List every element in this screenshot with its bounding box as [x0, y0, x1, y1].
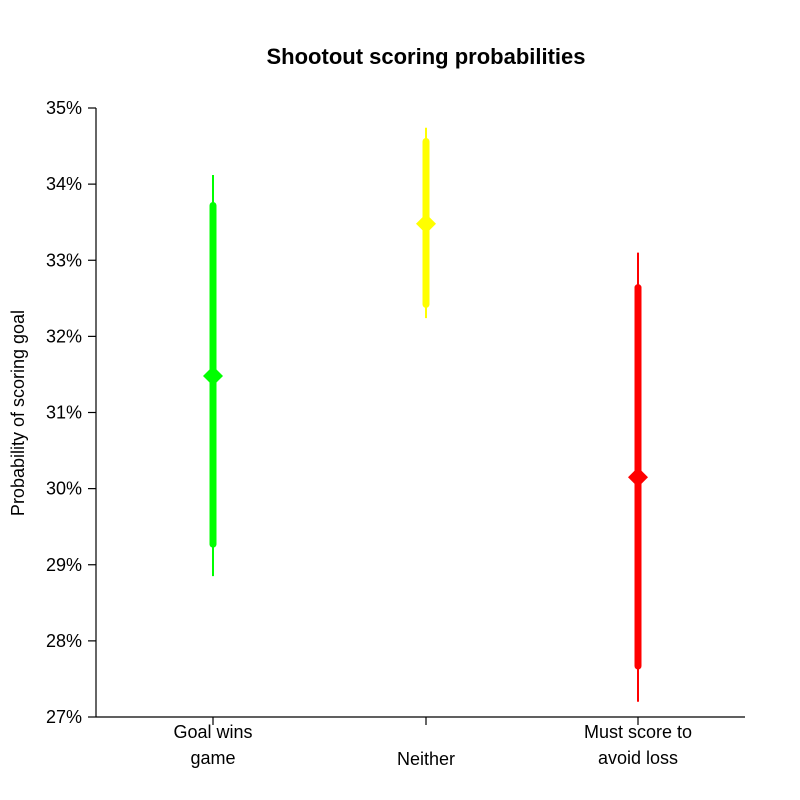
y-tick-label: 33% [46, 250, 82, 270]
estimate-marker [416, 213, 436, 234]
y-tick-label: 29% [46, 555, 82, 575]
plot-marks [203, 127, 648, 702]
y-tick-label: 28% [46, 631, 82, 651]
estimate-marker [628, 467, 648, 488]
y-tick-label: 30% [46, 479, 82, 499]
chart-title: Shootout scoring probabilities [267, 44, 586, 69]
y-axis-label: Probability of scoring goal [8, 310, 28, 516]
x-tick-label: Must score to avoid loss [584, 722, 692, 768]
y-tick-label: 27% [46, 707, 82, 727]
y-tick-label: 34% [46, 174, 82, 194]
y-tick-label: 35% [46, 98, 82, 118]
x-tick-label: Neither [397, 749, 455, 769]
estimate-marker [203, 365, 223, 386]
y-tick-label: 31% [46, 403, 82, 423]
y-tick-label: 32% [46, 326, 82, 346]
y-axis: 27% 28% 29% 30% 31% 32% 33% 34% 35% [46, 98, 97, 727]
x-axis: Goal wins game Neither Must score to avoid l… [96, 716, 745, 769]
x-tick-label: Goal wins game [173, 722, 252, 768]
